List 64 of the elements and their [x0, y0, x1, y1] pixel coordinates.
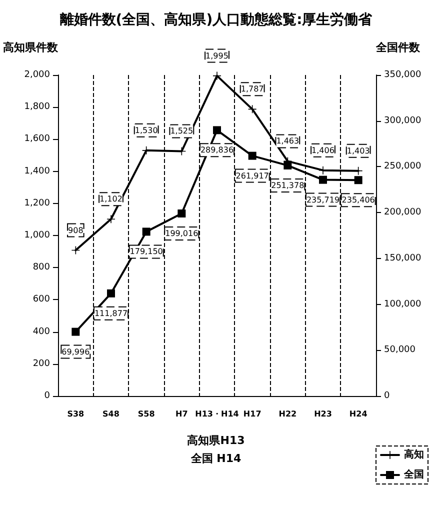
- y2-tick-label: 0: [384, 391, 390, 401]
- y-tick-label: 600: [32, 294, 50, 305]
- y2-tick-label: 250,000: [384, 162, 422, 172]
- y-tick-label: 1,600: [24, 134, 50, 144]
- x-tick-label: H7: [176, 410, 188, 418]
- data-label: 1,463: [276, 136, 300, 146]
- y-tick-label: 0: [44, 391, 50, 401]
- data-label: 199,016: [165, 228, 198, 238]
- point: [178, 209, 186, 218]
- y-tick-label: 1,400: [24, 166, 50, 176]
- x-tick-label: H23: [314, 410, 332, 418]
- x-tick-label: H24: [349, 410, 368, 418]
- y2-tick-label: 150,000: [384, 253, 422, 264]
- data-label: 69,996: [62, 347, 90, 356]
- point: [213, 72, 221, 80]
- data-label: 289,836: [200, 146, 234, 155]
- point: [107, 215, 115, 224]
- y-tick-label: 1,000: [24, 230, 50, 240]
- point: [248, 152, 256, 160]
- text: 高知県H13: [187, 434, 245, 447]
- point: [319, 176, 327, 184]
- data-label: 1,525: [170, 126, 194, 136]
- point: [213, 126, 221, 134]
- legend-label: 高知: [404, 448, 424, 460]
- data-label: 1,530: [134, 126, 158, 135]
- y2-tick-label: 200,000: [384, 208, 422, 218]
- x-tick-label: H13・H14: [195, 410, 240, 418]
- data-label: 251,378: [271, 180, 304, 190]
- y2-tick-label: 100,000: [384, 299, 422, 310]
- data-label: 1,995: [206, 51, 228, 60]
- x-tick-label: S58: [138, 410, 156, 418]
- y2-tick-label: 350,000: [384, 70, 422, 80]
- y-tick-label: 1,800: [24, 102, 50, 112]
- text: 全国 H14: [190, 452, 242, 465]
- x-tick-label: H17: [243, 410, 262, 418]
- point: [354, 176, 362, 184]
- data-label: 908: [68, 226, 84, 235]
- data-label: 111,877: [94, 308, 128, 318]
- x-tick-label: S38: [67, 410, 85, 418]
- chart-title: 離婚件数(全国、高知県)人口動態総覧:厚生労働省: [58, 11, 374, 28]
- y-tick-label: 400: [32, 326, 50, 337]
- point: [142, 228, 150, 236]
- data-label: 261,917: [236, 171, 269, 180]
- point: [72, 328, 80, 336]
- y-tick-label: 200: [32, 358, 50, 369]
- data-label: 1,102: [100, 194, 122, 204]
- y2-tick-label: 50,000: [384, 345, 416, 356]
- point: [107, 289, 115, 298]
- y-tick-label: 1,200: [24, 198, 50, 208]
- y-tick-label: 800: [32, 262, 50, 273]
- data-label: 235,719: [306, 195, 340, 204]
- y2-tick-label: 300,000: [384, 116, 422, 126]
- data-label: 235,406: [342, 196, 375, 205]
- y-axis-title: 高知県件数: [3, 41, 59, 54]
- x-tick-label: H22: [278, 410, 297, 418]
- legend-label: 全国: [403, 468, 424, 480]
- data-label: 1,406: [312, 146, 334, 155]
- data-label: 1,403: [346, 146, 370, 156]
- point: [284, 161, 292, 170]
- y-tick-label: 2,000: [24, 70, 50, 80]
- y2-axis-title: 全国件数: [375, 41, 421, 54]
- x-tick-label: S48: [102, 410, 120, 418]
- data-label: 1,787: [240, 84, 264, 94]
- data-label: 179,150: [130, 247, 163, 256]
